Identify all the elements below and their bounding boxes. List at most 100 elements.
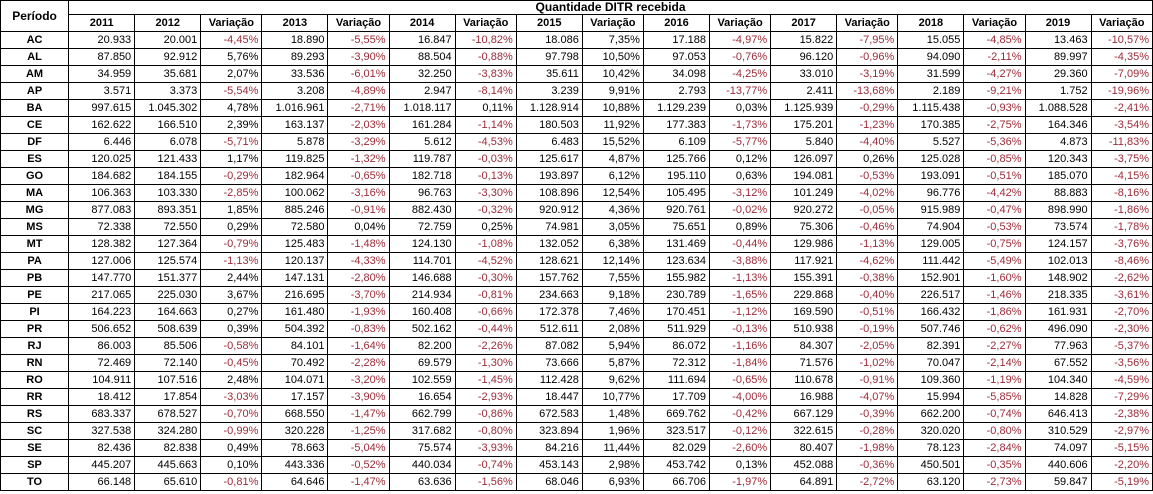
cell-quantidade: 96.120 xyxy=(770,48,838,66)
cell-quantidade: 87.082 xyxy=(515,337,583,355)
cell-variacao: 6,12% xyxy=(581,167,644,185)
row-header-periodo: Período xyxy=(0,0,70,32)
cell-quantidade: 35.681 xyxy=(134,65,202,83)
cell-variacao: -1,47% xyxy=(327,473,390,491)
cell-quantidade: 114.701 xyxy=(388,252,456,270)
cell-variacao: -5,37% xyxy=(1090,337,1153,355)
cell-quantidade: 184.155 xyxy=(134,167,202,185)
cell-quantidade: 97.053 xyxy=(642,48,711,66)
table-row: PB 147.770 151.377 2,44% 147.131 -2,80% 146.68… xyxy=(0,269,1153,287)
table-title: Quantidade DITR recebida xyxy=(68,0,1153,15)
cell-variacao: 7,55% xyxy=(581,269,644,287)
cell-variacao: 3,67% xyxy=(200,286,263,304)
cell-quantidade: 15.822 xyxy=(770,31,838,49)
cell-variacao: 5,76% xyxy=(200,48,263,66)
cell-quantidade: 96.763 xyxy=(388,184,456,202)
cell-quantidade: 1.088.528 xyxy=(1024,99,1092,117)
column-header-variacao: Variação xyxy=(709,14,772,32)
cell-quantidade: 73.574 xyxy=(1024,218,1092,236)
cell-quantidade: 68.046 xyxy=(515,473,583,491)
cell-variacao: -0,88% xyxy=(454,48,517,66)
cell-quantidade: 120.025 xyxy=(68,150,136,168)
cell-variacao: -3,16% xyxy=(327,184,390,202)
cell-variacao: -3,88% xyxy=(709,252,772,270)
cell-quantidade: 672.583 xyxy=(515,405,583,423)
cell-variacao: -0,05% xyxy=(836,201,899,219)
cell-quantidade: 166.510 xyxy=(134,116,202,134)
row-label-state: PE xyxy=(0,286,70,304)
cell-quantidade: 86.072 xyxy=(642,337,711,355)
row-label-state: PA xyxy=(0,252,70,270)
cell-variacao: -3,76% xyxy=(1090,235,1153,253)
cell-quantidade: 107.516 xyxy=(134,371,202,389)
row-label-state: RN xyxy=(0,354,70,372)
cell-quantidade: 157.762 xyxy=(515,269,583,287)
cell-variacao: -2,03% xyxy=(327,116,390,134)
cell-variacao: -2,84% xyxy=(963,439,1026,457)
cell-quantidade: 323.894 xyxy=(515,422,583,440)
cell-variacao: -1,45% xyxy=(454,371,517,389)
cell-quantidade: 502.162 xyxy=(388,320,456,338)
row-label-state: PR xyxy=(0,320,70,338)
cell-variacao: 6,93% xyxy=(581,473,644,491)
cell-variacao: -1,64% xyxy=(327,337,390,355)
cell-variacao: -0,85% xyxy=(963,150,1026,168)
cell-quantidade: 72.759 xyxy=(388,218,456,236)
cell-quantidade: 78.123 xyxy=(897,439,965,457)
row-label-state: AC xyxy=(0,31,70,49)
cell-quantidade: 217.065 xyxy=(68,286,136,304)
cell-variacao: -3,61% xyxy=(1090,286,1153,304)
column-header-year: 2013 xyxy=(261,14,329,32)
cell-variacao: -2,80% xyxy=(327,269,390,287)
row-label-state: PI xyxy=(0,303,70,321)
cell-variacao: -2,20% xyxy=(1090,456,1153,474)
cell-variacao: -0,75% xyxy=(963,235,1026,253)
cell-quantidade: 440.034 xyxy=(388,456,456,474)
cell-variacao: -1,23% xyxy=(836,116,899,134)
cell-variacao: 2,39% xyxy=(200,116,263,134)
cell-quantidade: 226.517 xyxy=(897,286,965,304)
row-label-state: AL xyxy=(0,48,70,66)
cell-quantidade: 29.360 xyxy=(1024,65,1092,83)
cell-quantidade: 15.994 xyxy=(897,388,965,406)
cell-variacao: -2,38% xyxy=(1090,405,1153,423)
cell-quantidade: 453.143 xyxy=(515,456,583,474)
row-label-state: CE xyxy=(0,116,70,134)
cell-variacao: -0,53% xyxy=(836,167,899,185)
cell-quantidade: 132.052 xyxy=(515,235,583,253)
cell-quantidade: 85.506 xyxy=(134,337,202,355)
cell-quantidade: 662.799 xyxy=(388,405,456,423)
cell-quantidade: 678.527 xyxy=(134,405,202,423)
cell-variacao: -1,73% xyxy=(709,116,772,134)
cell-quantidade: 667.129 xyxy=(770,405,838,423)
header-row-title: Período Quantidade DITR recebida xyxy=(0,0,1153,32)
cell-variacao: -1,02% xyxy=(836,354,899,372)
cell-variacao: -1,13% xyxy=(836,235,899,253)
column-header-year: 2012 xyxy=(134,14,202,32)
table-row: PR 506.652 508.639 0,39% 504.392 -0,83% 502.16… xyxy=(0,320,1153,338)
cell-quantidade: 82.029 xyxy=(642,439,711,457)
cell-variacao: -0,13% xyxy=(709,320,772,338)
cell-variacao: -0,65% xyxy=(709,371,772,389)
cell-variacao: -0,44% xyxy=(454,320,517,338)
row-label-state: DF xyxy=(0,133,70,151)
cell-variacao: 0,49% xyxy=(200,439,263,457)
cell-quantidade: 110.678 xyxy=(770,371,838,389)
cell-quantidade: 18.086 xyxy=(515,31,583,49)
cell-quantidade: 16.988 xyxy=(770,388,838,406)
cell-quantidade: 160.408 xyxy=(388,303,456,321)
cell-variacao: -3,90% xyxy=(327,388,390,406)
cell-quantidade: 229.868 xyxy=(770,286,838,304)
cell-variacao: -4,45% xyxy=(200,31,263,49)
cell-quantidade: 152.901 xyxy=(897,269,965,287)
cell-quantidade: 511.929 xyxy=(642,320,711,338)
cell-variacao: -2,70% xyxy=(1090,303,1153,321)
cell-quantidade: 100.062 xyxy=(261,184,329,202)
cell-variacao: -2,71% xyxy=(327,99,390,117)
cell-variacao: -0,46% xyxy=(836,218,899,236)
cell-variacao: -1,78% xyxy=(1090,218,1153,236)
cell-variacao: 6,38% xyxy=(581,235,644,253)
cell-quantidade: 920.761 xyxy=(642,201,711,219)
cell-quantidade: 1.125.939 xyxy=(770,99,838,117)
cell-quantidade: 75.651 xyxy=(642,218,711,236)
